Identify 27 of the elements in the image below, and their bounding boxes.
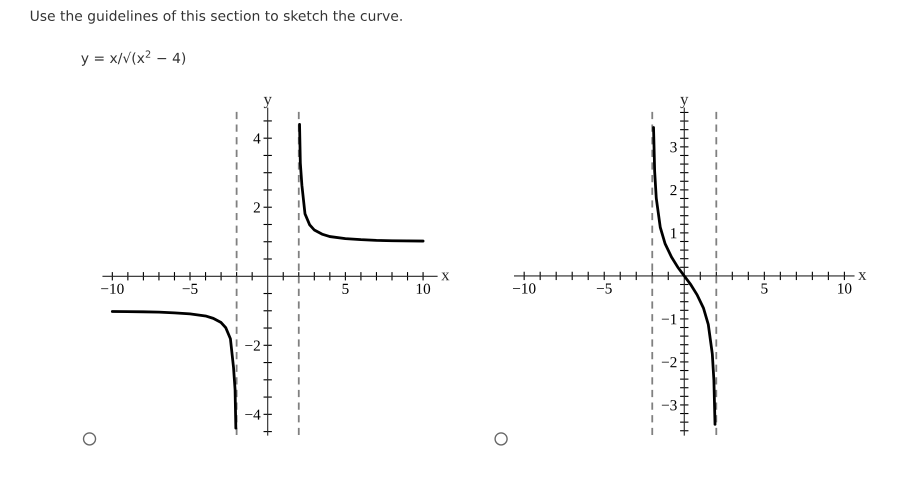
- line-series: [110, 310, 238, 430]
- line-series: [652, 126, 716, 426]
- x-tick-label: −5: [596, 283, 612, 294]
- y-tick-label: 2: [670, 185, 676, 196]
- x-axis-title: x: [858, 272, 866, 280]
- y-axis-title: y: [264, 96, 272, 108]
- y-tick-label: −3: [662, 400, 677, 410]
- x-tick-label: −10: [512, 283, 536, 294]
- y-tick-label: −1: [662, 314, 676, 324]
- x-tick-label: 5: [342, 284, 349, 294]
- x-tick-label: 10: [416, 284, 430, 294]
- x-axis-title: x: [441, 272, 450, 280]
- y-tick-label: 3: [670, 142, 677, 152]
- y-tick-label: −2: [245, 340, 260, 351]
- y-tick-label: −4: [245, 410, 261, 420]
- x-tick-label: 10: [838, 283, 852, 294]
- x-tick-label: −5: [182, 284, 198, 294]
- line-series: [298, 122, 424, 242]
- x-tick-label: 5: [761, 283, 768, 294]
- y-tick-label: 2: [254, 202, 260, 213]
- x-tick-label: −10: [101, 284, 124, 294]
- y-tick-label: −2: [662, 357, 676, 368]
- y-axis-title: y: [680, 96, 688, 108]
- y-tick-label: 1: [671, 228, 676, 238]
- chart-title: Use the guidelines of this section to sketch the curve.: [30, 10, 402, 24]
- y-tick-label: 4: [253, 133, 261, 144]
- chart-subtitle: y = x/√(x$^{2}$ − 4): [81, 50, 186, 66]
